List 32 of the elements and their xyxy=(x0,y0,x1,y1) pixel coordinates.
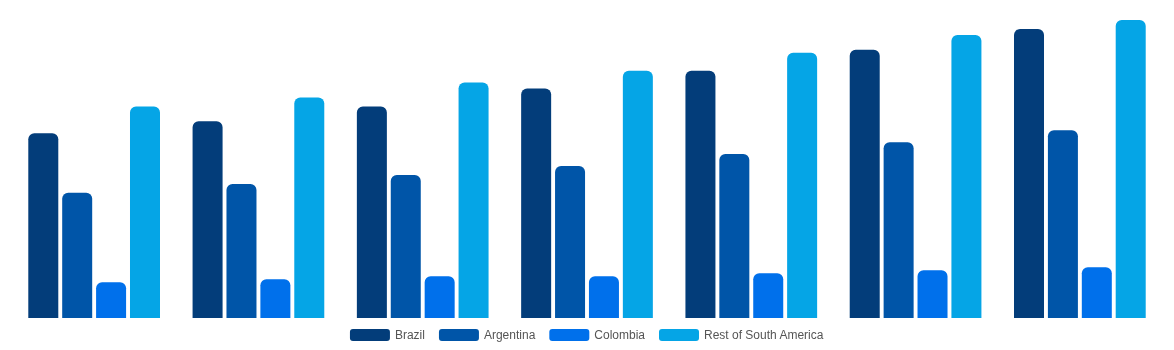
bar xyxy=(787,52,818,318)
bar xyxy=(390,174,421,318)
bar xyxy=(849,49,880,318)
bar xyxy=(226,183,257,318)
bar xyxy=(96,282,127,318)
bar xyxy=(685,70,716,318)
bar xyxy=(719,154,750,318)
bar xyxy=(192,121,223,318)
bar xyxy=(1081,267,1112,318)
bar xyxy=(622,70,653,318)
bar xyxy=(424,276,455,318)
bar xyxy=(294,97,325,318)
bar xyxy=(62,192,93,318)
bar xyxy=(1047,130,1078,318)
bar xyxy=(458,82,489,318)
legend-label: Rest of South America xyxy=(704,328,824,342)
bar xyxy=(753,273,784,318)
bar xyxy=(260,279,291,318)
bar xyxy=(1115,20,1146,318)
legend-label: Brazil xyxy=(394,328,425,342)
bar xyxy=(521,88,552,318)
bar xyxy=(1014,28,1045,318)
bar xyxy=(951,34,982,318)
bar xyxy=(28,133,59,318)
legend-label: Colombia xyxy=(594,328,646,342)
legend-label: Argentina xyxy=(483,328,536,342)
bar xyxy=(555,166,586,318)
bar xyxy=(588,276,619,318)
bar xyxy=(129,106,160,318)
bar xyxy=(917,270,948,318)
bar xyxy=(356,106,387,318)
bar xyxy=(883,142,914,318)
